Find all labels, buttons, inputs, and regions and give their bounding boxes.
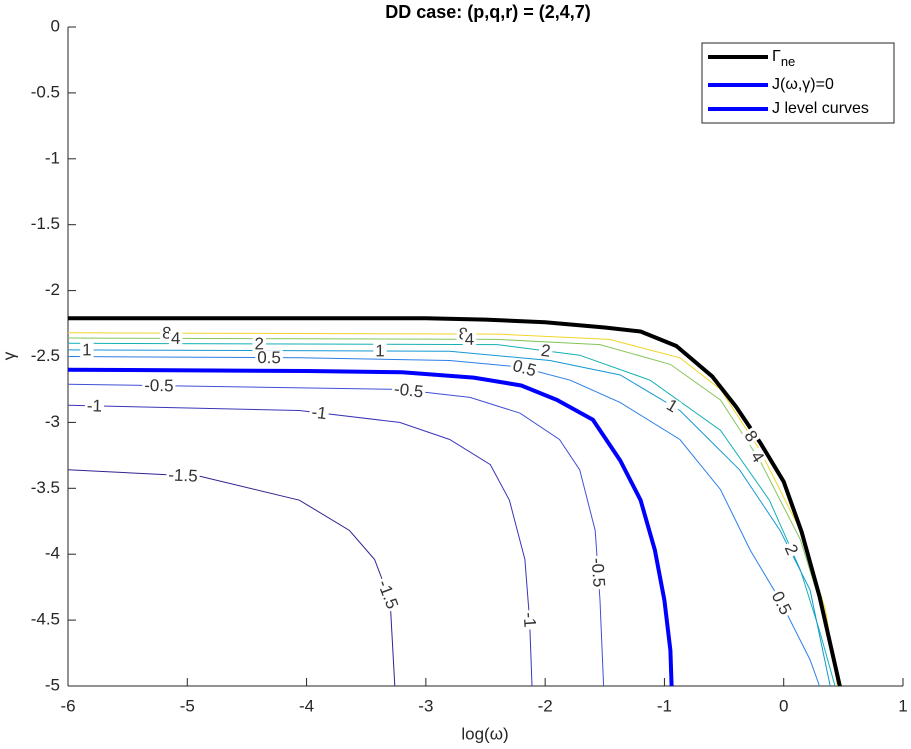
contour-label-bg — [589, 555, 607, 590]
contour-label-text: 0.5 — [257, 348, 281, 367]
contour-label: 2 — [252, 334, 267, 353]
contour-label-text: -0.5 — [144, 376, 174, 395]
contour-label: -0.5 — [588, 555, 609, 590]
contour-label-bg — [142, 377, 176, 394]
contour-label-bg — [781, 540, 801, 559]
contour-label-bg — [509, 357, 540, 379]
y-tick-label: -0.5 — [31, 82, 60, 101]
y-tick-label: -3 — [45, 412, 60, 431]
contour-label: -1 — [84, 396, 105, 416]
contour-label: 2 — [538, 341, 554, 361]
contour-label-bg — [374, 576, 401, 613]
contour-label-bg — [521, 609, 538, 630]
y-axis-label: γ — [0, 351, 18, 360]
contour-label: 1 — [662, 395, 682, 416]
contour-line — [67, 404, 533, 687]
contour-label-bg — [308, 404, 330, 422]
contour-label: 4 — [747, 447, 768, 467]
contour-label: -1 — [520, 609, 540, 630]
x-axis-label: log(ω) — [461, 724, 508, 743]
contour-label-bg — [166, 467, 201, 484]
y-tick-label: 0 — [51, 16, 60, 35]
contour-label-text: 4 — [465, 330, 475, 349]
legend-text: J(ω,γ)=0 — [772, 76, 834, 93]
contour-label-bg — [747, 447, 768, 467]
contour-label-text: -0.5 — [588, 557, 609, 588]
contour-label-bg — [662, 395, 682, 416]
x-tick-label: -3 — [418, 696, 433, 715]
y-tick-label: -1.5 — [31, 214, 60, 233]
x-tick-label: -5 — [180, 696, 195, 715]
contour-label-text: 1 — [375, 341, 385, 360]
y-tick-label: -3.5 — [31, 478, 60, 497]
contour-label-text: -1 — [520, 612, 540, 628]
contour-label-bg — [768, 587, 795, 619]
contour-label: 2 — [781, 540, 802, 559]
contour-label: -1 — [308, 403, 330, 424]
x-tick-label: 0 — [779, 696, 788, 715]
y-tick-label: -4 — [45, 544, 60, 563]
contour-label-text: -1 — [87, 396, 103, 415]
legend-text: J level curves — [772, 100, 869, 117]
contour-label-text: -0.5 — [393, 379, 424, 401]
contour-label: -0.5 — [142, 376, 176, 395]
legend-text: Γ — [772, 48, 781, 65]
contour-label: -1.5 — [166, 465, 201, 486]
contour-label: 4 — [462, 330, 477, 349]
x-tick-label: -6 — [60, 696, 75, 715]
legend-subscript: ne — [781, 54, 795, 69]
contour-label: 0.5 — [255, 348, 283, 367]
legend-label: J(ω,γ)=0 — [772, 76, 834, 93]
series-line — [67, 367, 674, 687]
x-tick-label: -4 — [299, 696, 314, 715]
contour-label: 1 — [373, 341, 387, 360]
contour-label-bg — [462, 331, 477, 347]
contour-label-text: 2 — [254, 334, 264, 353]
x-tick-label: 1 — [898, 696, 907, 715]
contour-label: 8 — [740, 426, 761, 446]
contour-label-bg — [80, 342, 94, 358]
contour-label-bg — [740, 426, 761, 446]
legend-label: J level curves — [772, 100, 869, 117]
x-tick-label: -1 — [657, 696, 672, 715]
contour-label-bg — [538, 342, 554, 360]
y-tick-label: -2 — [45, 280, 60, 299]
y-tick-label: -4.5 — [31, 610, 60, 629]
contour-line — [67, 342, 836, 687]
contour-label-text: 2 — [540, 341, 552, 361]
legend-label: Γne — [772, 48, 795, 69]
chart-title: DD case: (p,q,r) = (2,4,7) — [385, 2, 591, 22]
contour-label-bg — [255, 350, 283, 366]
contour-label: 4 — [168, 329, 183, 348]
contour-label-bg — [84, 398, 105, 414]
contour-label-bg — [252, 336, 267, 352]
contour-label: -0.5 — [391, 379, 427, 402]
contour-label-bg — [373, 343, 387, 359]
contour-labels: 8884442221110.50.50.5-0.5-0.5-0.5-1-1-1-… — [80, 324, 802, 630]
y-tick-label: -5 — [45, 675, 60, 694]
contour-label: 0.5 — [768, 587, 795, 619]
contour-label: 1 — [80, 340, 94, 359]
contour-label-text: 4 — [171, 329, 181, 348]
y-tick-label: -2.5 — [31, 346, 60, 365]
contour-label-bg — [168, 330, 183, 346]
legend: Γne J(ω,γ)=0 J level curves — [701, 42, 895, 124]
y-tick-label: -1 — [45, 148, 60, 167]
contour-line — [67, 349, 831, 687]
plot-area: -6 -5 -4 -3 -2 -1 0 10-0.5-1-1.5-2-2.5-3-3.5-4-… — [31, 16, 908, 715]
contour-label-text: 8 — [162, 324, 172, 343]
contour-label-bg — [391, 381, 427, 400]
contour-label-text: 1 — [82, 340, 92, 359]
x-tick-label: -2 — [538, 696, 553, 715]
series-line — [68, 316, 842, 687]
contour-label-text: -1 — [311, 403, 328, 424]
contour-label-text: -1.5 — [168, 465, 198, 485]
